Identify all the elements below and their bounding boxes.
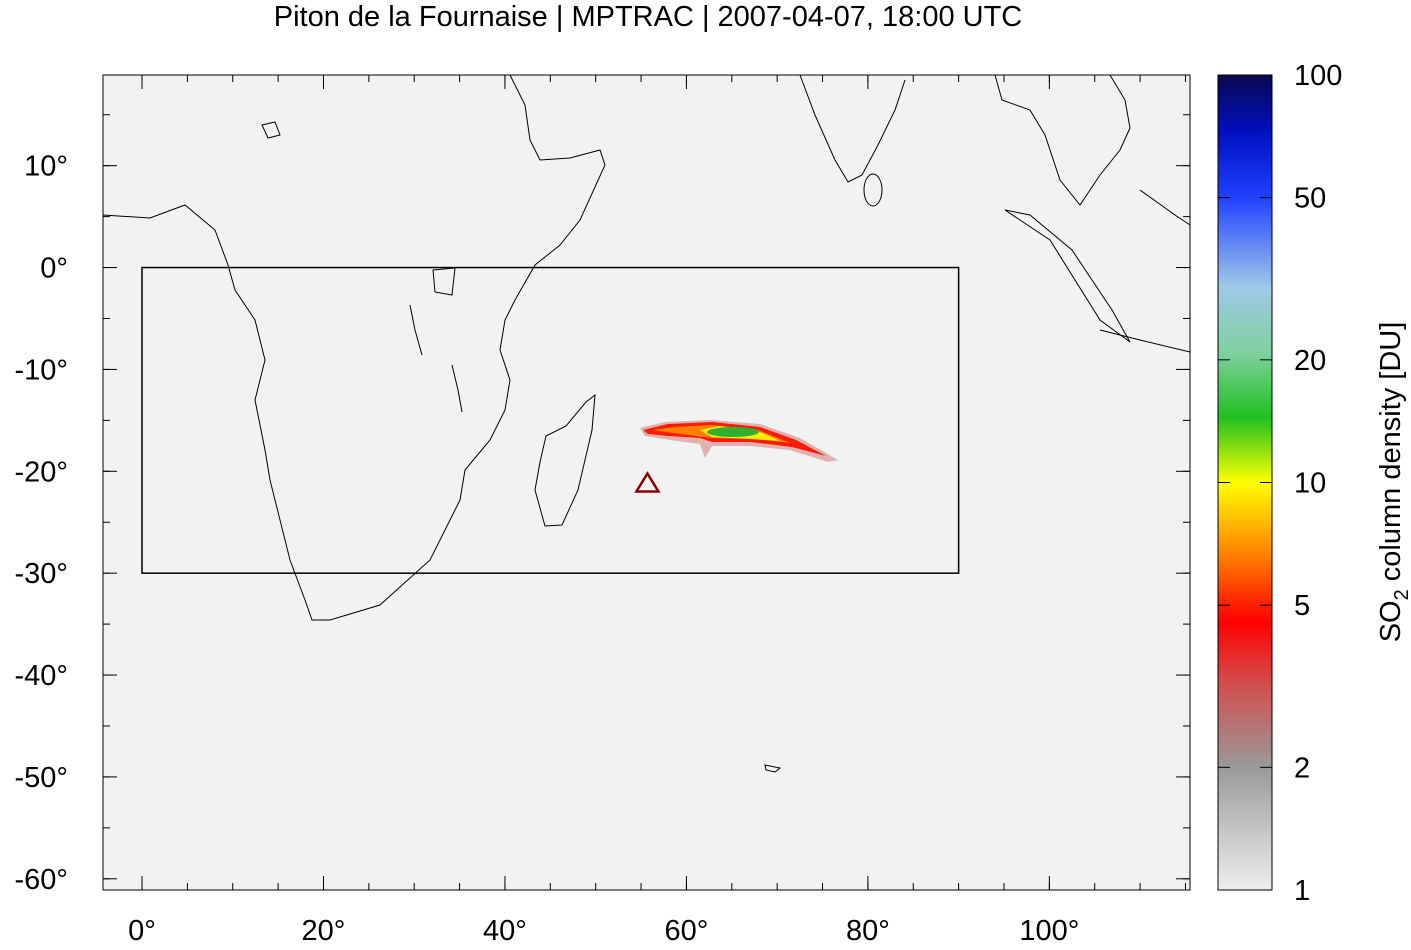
label-part: column density [DU]: [1375, 322, 1407, 590]
y-tick-label: -30°: [14, 558, 68, 590]
colorbar-tick-label: 2: [1294, 752, 1310, 784]
y-tick-label: 10°: [24, 151, 68, 183]
colorbar-tick-label: 100: [1294, 60, 1342, 92]
colorbar-tick-label: 50: [1294, 183, 1326, 215]
colorbar-tick-label: 5: [1294, 590, 1310, 622]
y-tick-label: -50°: [14, 762, 68, 794]
x-tick-label: 0°: [128, 915, 156, 947]
x-tick-label: 100°: [1019, 915, 1079, 947]
region-box: [141, 266, 960, 574]
coastlines: [102, 74, 1191, 773]
colorbar-tick-label: 20: [1294, 345, 1326, 377]
x-tick-label: 60°: [664, 915, 708, 947]
x-tick-label: 20°: [302, 915, 346, 947]
volcano-marker: [634, 471, 661, 493]
colorbar-tick-label: 10: [1294, 468, 1326, 500]
y-tick-label: -60°: [14, 864, 68, 896]
map-area: [102, 74, 1191, 891]
label-subscript: 2: [1391, 589, 1411, 600]
chart-title: Piton de la Fournaise | MPTRAC | 2007-04…: [274, 1, 1022, 33]
y-tick-label: 0°: [40, 253, 68, 285]
label-part: SO: [1375, 600, 1407, 642]
y-tick-label: -40°: [14, 660, 68, 692]
x-tick-label: 80°: [846, 915, 890, 947]
so2-plume: [640, 420, 838, 462]
colorbar-tick-label: 1: [1294, 875, 1310, 907]
y-tick-label: -20°: [14, 456, 68, 488]
x-tick-label: 40°: [483, 915, 527, 947]
y-tick-label: -10°: [14, 354, 68, 386]
colorbar-label: SO2 column density [DU]: [1375, 322, 1411, 643]
